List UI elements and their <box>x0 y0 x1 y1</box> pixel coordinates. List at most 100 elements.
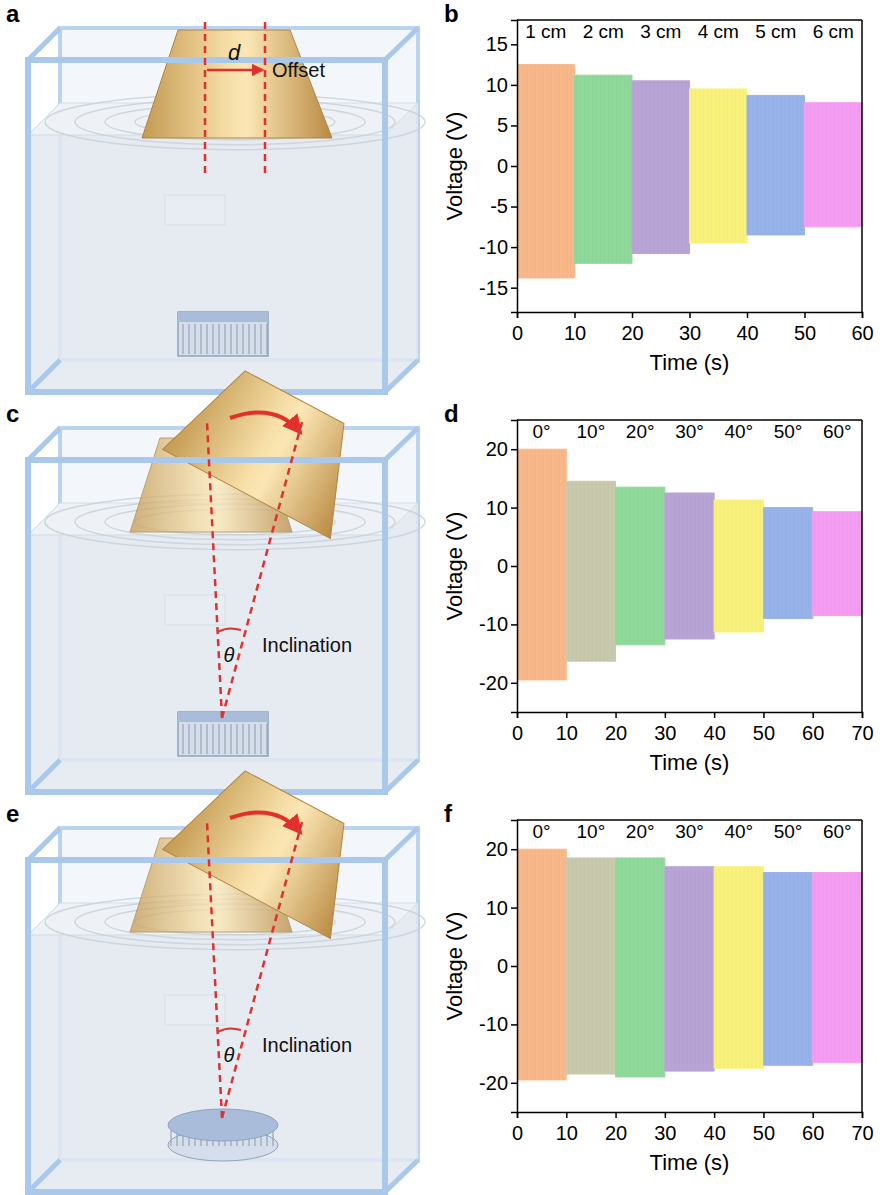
signal-band <box>575 75 633 263</box>
tick-mark <box>714 1112 716 1118</box>
texture <box>830 874 831 1062</box>
texture <box>539 450 540 679</box>
texture <box>793 509 794 618</box>
texture <box>706 494 707 638</box>
segment-label: 6 cm <box>813 21 854 42</box>
texture <box>822 104 823 226</box>
texture <box>806 104 807 226</box>
tick-label: 10 <box>556 722 578 744</box>
texture <box>740 868 741 1067</box>
texture <box>854 104 855 226</box>
texture <box>797 874 798 1065</box>
texture <box>761 96 762 234</box>
tick-label: 20 <box>605 1122 627 1144</box>
tank-edge <box>28 1160 60 1192</box>
tick-mark <box>511 624 517 626</box>
device-stripe <box>230 324 231 354</box>
texture <box>711 90 712 242</box>
tank-edge <box>28 760 60 792</box>
texture <box>568 482 569 660</box>
texture <box>846 104 847 226</box>
texture <box>682 82 683 253</box>
guide-line <box>204 22 207 178</box>
tick: 40 <box>736 312 758 344</box>
tick: 70 <box>851 1112 873 1144</box>
panel-letter: c <box>6 400 19 427</box>
angle-arc <box>218 1028 241 1032</box>
texture <box>785 874 786 1065</box>
texture <box>572 859 573 1073</box>
texture <box>814 874 815 1062</box>
x-axis: 010203040506070 <box>512 1112 874 1144</box>
tick-label: 0 <box>512 722 523 744</box>
axis-line <box>518 713 863 719</box>
texture <box>539 66 540 277</box>
tick-label: 0 <box>512 322 523 344</box>
tank-front <box>28 460 385 792</box>
tick: 60 <box>802 1112 824 1144</box>
device-stripe <box>248 324 249 354</box>
schematic: θInclinatione <box>6 754 425 1192</box>
device-stripe <box>200 724 201 754</box>
tick: 30 <box>654 1112 676 1144</box>
tick: -15 <box>479 277 517 299</box>
guide-line <box>264 22 267 178</box>
texture <box>666 494 667 638</box>
tick-mark <box>566 1112 568 1118</box>
tick: 0 <box>497 155 517 177</box>
tick: 60 <box>851 312 873 344</box>
tick-mark <box>511 849 517 851</box>
tick-label: 0 <box>497 955 508 977</box>
texture <box>785 509 786 618</box>
segment-label: 4 cm <box>698 21 739 42</box>
chart: 0°10°20°30°40°50°60°010203040506070-20-1… <box>442 400 874 775</box>
tick-label: 50 <box>753 722 775 744</box>
texture <box>523 450 524 679</box>
signal-band <box>714 867 763 1068</box>
tick: 15 <box>486 33 517 55</box>
texture <box>678 868 679 1070</box>
texture <box>715 90 716 242</box>
texture <box>563 450 564 679</box>
texture <box>765 509 766 618</box>
texture <box>748 501 749 631</box>
texture <box>777 874 778 1065</box>
panel-letter: d <box>444 400 459 427</box>
frame <box>517 419 862 421</box>
texture <box>740 501 741 631</box>
device-stripe <box>266 324 267 354</box>
segment-label: 50° <box>774 421 803 442</box>
segment-label: 5 cm <box>755 21 796 42</box>
caption: Offset <box>272 59 325 81</box>
texture <box>810 104 811 226</box>
texture <box>744 868 745 1067</box>
texture <box>670 494 671 638</box>
tick-mark <box>511 966 517 968</box>
tilt-arrow <box>230 412 300 432</box>
tick-label: 20 <box>486 838 508 860</box>
device-stripe <box>254 324 255 354</box>
texture <box>674 82 675 253</box>
texture <box>777 509 778 618</box>
tick-label: 40 <box>704 722 726 744</box>
texture <box>543 850 544 1079</box>
tick: 0 <box>512 1112 523 1144</box>
schematic: θInclinationc <box>6 354 425 792</box>
texture <box>678 82 679 253</box>
tick-label: 10 <box>486 74 508 96</box>
tick: 50 <box>753 712 775 744</box>
texture <box>793 874 794 1065</box>
y-axis-title: Voltage (V) <box>442 512 467 621</box>
texture <box>596 859 597 1073</box>
tick-mark <box>763 712 765 718</box>
texture <box>661 859 662 1076</box>
texture <box>527 450 528 679</box>
texture <box>539 850 540 1079</box>
texture <box>670 82 671 253</box>
signal-band <box>690 89 748 243</box>
texture <box>716 501 717 631</box>
texture <box>584 482 585 660</box>
texture <box>608 482 609 660</box>
frame <box>861 20 863 312</box>
tick: -10 <box>479 1013 517 1035</box>
